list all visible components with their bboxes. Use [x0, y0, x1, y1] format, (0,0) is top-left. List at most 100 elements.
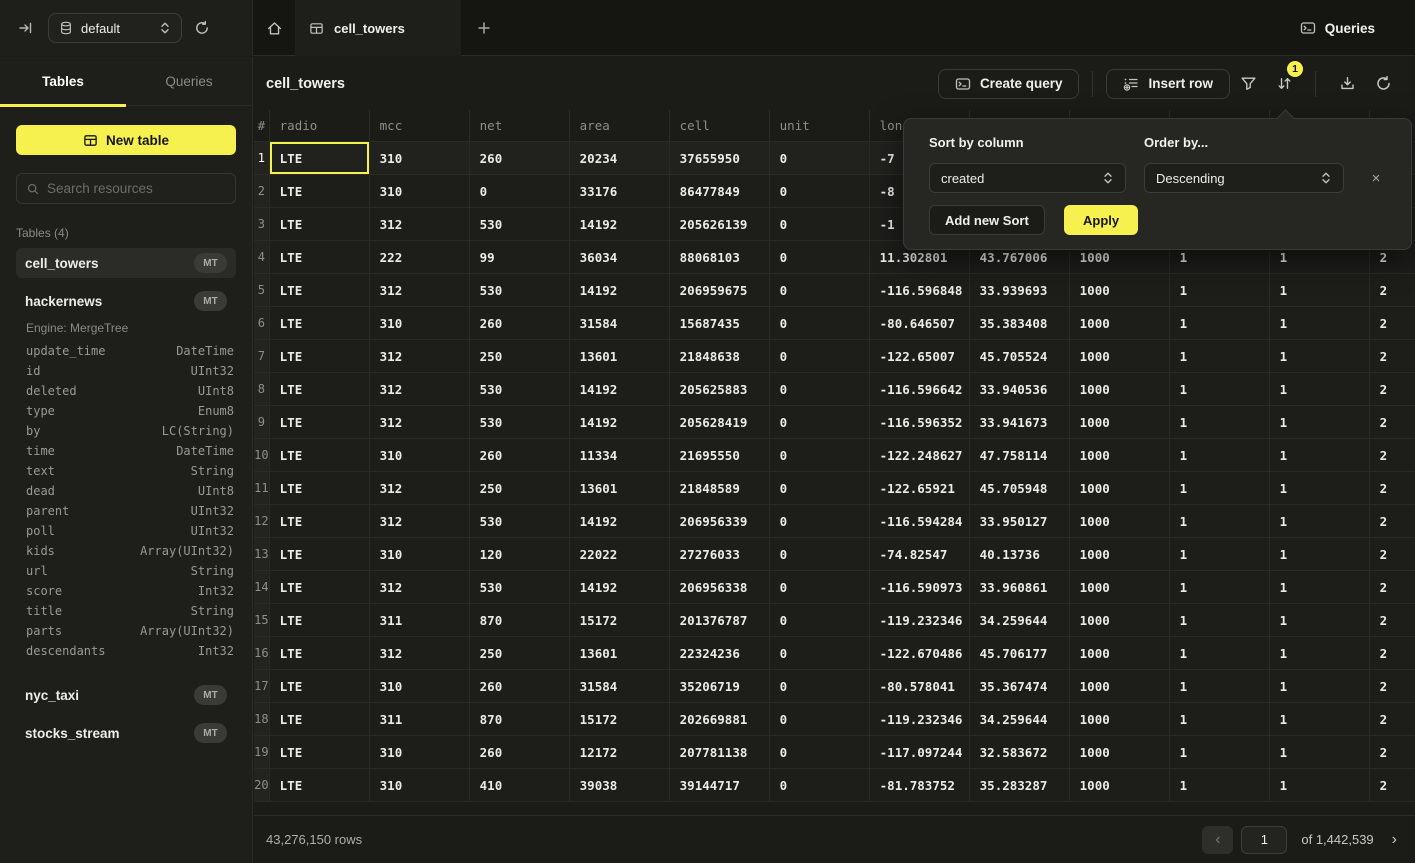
cell-unit[interactable]: 0 [769, 736, 870, 769]
cell-lon[interactable]: -117.097244 [869, 736, 970, 769]
cell-changeable[interactable]: 1 [1269, 670, 1370, 703]
cell-mcc[interactable]: 311 [369, 703, 470, 736]
cell-cell[interactable]: 27276033 [669, 538, 770, 571]
table-row[interactable]: 6 LTE 310 260 31584 15687435 0 -80.64650… [254, 307, 1415, 340]
cell-area[interactable]: 13601 [569, 472, 670, 505]
cell-samples[interactable]: 1 [1169, 505, 1270, 538]
cell-area[interactable]: 14192 [569, 406, 670, 439]
cell-changeable[interactable]: 1 [1269, 505, 1370, 538]
cell-changeable[interactable]: 1 [1269, 439, 1370, 472]
cell-created[interactable]: 2 [1369, 703, 1415, 736]
cell-cell[interactable]: 206956339 [669, 505, 770, 538]
cell-radio[interactable]: LTE [269, 604, 370, 637]
cell-net[interactable]: 260 [469, 439, 570, 472]
sidebar-tab-tables[interactable]: Tables [0, 57, 126, 107]
cell-changeable[interactable]: 1 [1269, 769, 1370, 802]
cell-cell[interactable]: 15687435 [669, 307, 770, 340]
cell-area[interactable]: 31584 [569, 670, 670, 703]
cell-samples[interactable]: 1 [1169, 406, 1270, 439]
cell-range[interactable]: 1000 [1069, 406, 1170, 439]
cell-lat[interactable]: 33.960861 [969, 571, 1070, 604]
cell-lon[interactable]: -122.65921 [869, 472, 970, 505]
cell-unit[interactable]: 0 [769, 142, 870, 175]
cell-mcc[interactable]: 311 [369, 604, 470, 637]
cell-radio[interactable]: LTE [269, 175, 370, 208]
column-header[interactable]: net [469, 110, 570, 142]
cell-lat[interactable]: 33.940536 [969, 373, 1070, 406]
create-query-button[interactable]: Create query [937, 68, 1080, 99]
filter-button[interactable] [1230, 69, 1266, 99]
cell-net[interactable]: 530 [469, 274, 570, 307]
cell-created[interactable]: 2 [1369, 670, 1415, 703]
cell-cell[interactable]: 39144717 [669, 769, 770, 802]
column-header[interactable]: unit [769, 110, 870, 142]
cell-changeable[interactable]: 1 [1269, 538, 1370, 571]
cell-lon[interactable]: -80.578041 [869, 670, 970, 703]
cell-lon[interactable]: -116.590973 [869, 571, 970, 604]
cell-lon[interactable]: -122.65007 [869, 340, 970, 373]
cell-cell[interactable]: 86477849 [669, 175, 770, 208]
queries-button[interactable]: Queries [1300, 0, 1375, 56]
collapse-sidebar-icon[interactable] [18, 20, 34, 36]
cell-radio[interactable]: LTE [269, 670, 370, 703]
cell-range[interactable]: 1000 [1069, 340, 1170, 373]
cell-cell[interactable]: 205626139 [669, 208, 770, 241]
cell-changeable[interactable]: 1 [1269, 571, 1370, 604]
prev-page-button[interactable]: ‹ [1202, 825, 1234, 854]
cell-range[interactable]: 1000 [1069, 274, 1170, 307]
cell-created[interactable]: 2 [1369, 571, 1415, 604]
cell-lat[interactable]: 35.283287 [969, 769, 1070, 802]
cell-radio[interactable]: LTE [269, 274, 370, 307]
cell-cell[interactable]: 21848589 [669, 472, 770, 505]
cell-unit[interactable]: 0 [769, 604, 870, 637]
cell-lat[interactable]: 32.583672 [969, 736, 1070, 769]
cell-changeable[interactable]: 1 [1269, 373, 1370, 406]
cell-area[interactable]: 13601 [569, 637, 670, 670]
export-button[interactable] [1329, 69, 1365, 99]
cell-changeable[interactable]: 1 [1269, 340, 1370, 373]
cell-radio[interactable]: LTE [269, 373, 370, 406]
cell-area[interactable]: 15172 [569, 604, 670, 637]
cell-lon[interactable]: -119.232346 [869, 703, 970, 736]
cell-lon[interactable]: -116.594284 [869, 505, 970, 538]
cell-range[interactable]: 1000 [1069, 703, 1170, 736]
sort-button[interactable]: 1 [1266, 60, 1303, 99]
cell-created[interactable]: 2 [1369, 505, 1415, 538]
cell-samples[interactable]: 1 [1169, 703, 1270, 736]
column-header[interactable]: radio [269, 110, 370, 142]
cell-net[interactable]: 410 [469, 769, 570, 802]
cell-unit[interactable]: 0 [769, 274, 870, 307]
cell-range[interactable]: 1000 [1069, 439, 1170, 472]
cell-changeable[interactable]: 1 [1269, 307, 1370, 340]
cell-cell[interactable]: 207781138 [669, 736, 770, 769]
cell-samples[interactable]: 1 [1169, 604, 1270, 637]
cell-samples[interactable]: 1 [1169, 472, 1270, 505]
cell-lon[interactable]: -119.232346 [869, 604, 970, 637]
sidebar-item-hackernews[interactable]: hackernews MT [16, 286, 236, 316]
cell-range[interactable]: 1000 [1069, 373, 1170, 406]
cell-lon[interactable]: 11.302801 [869, 241, 970, 274]
cell-net[interactable]: 250 [469, 637, 570, 670]
next-page-button[interactable]: › [1388, 827, 1401, 853]
cell-created[interactable]: 2 [1369, 736, 1415, 769]
cell-created[interactable]: 2 [1369, 406, 1415, 439]
cell-lon[interactable]: -80.646507 [869, 307, 970, 340]
cell-unit[interactable]: 0 [769, 538, 870, 571]
cell-unit[interactable]: 0 [769, 307, 870, 340]
cell-radio[interactable]: LTE [269, 769, 370, 802]
cell-changeable[interactable]: 1 [1269, 703, 1370, 736]
cell-created[interactable]: 2 [1369, 637, 1415, 670]
cell-cell[interactable]: 35206719 [669, 670, 770, 703]
cell-samples[interactable]: 1 [1169, 538, 1270, 571]
page-input[interactable] [1241, 825, 1288, 854]
cell-cell[interactable]: 202669881 [669, 703, 770, 736]
cell-cell[interactable]: 21695550 [669, 439, 770, 472]
cell-mcc[interactable]: 312 [369, 373, 470, 406]
sidebar-tab-queries[interactable]: Queries [165, 73, 213, 89]
cell-lat[interactable]: 45.705524 [969, 340, 1070, 373]
column-header[interactable]: area [569, 110, 670, 142]
cell-area[interactable]: 14192 [569, 208, 670, 241]
cell-area[interactable]: 36034 [569, 241, 670, 274]
cell-created[interactable]: 2 [1369, 241, 1415, 274]
cell-mcc[interactable]: 310 [369, 439, 470, 472]
